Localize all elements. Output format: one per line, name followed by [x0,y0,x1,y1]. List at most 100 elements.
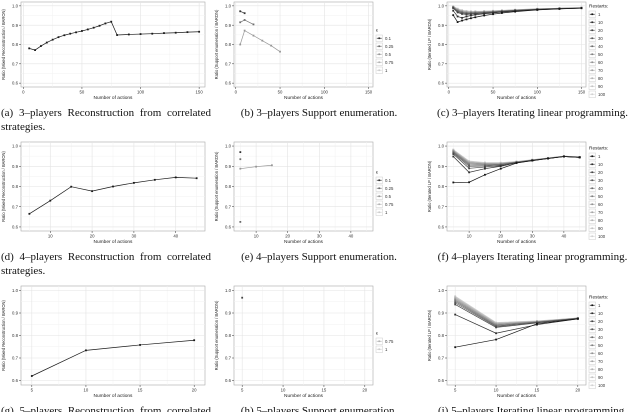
svg-text:Number of actions: Number of actions [284,393,324,399]
svg-text:Number of actions: Number of actions [284,239,324,245]
svg-text:15: 15 [138,388,143,393]
svg-text:Restarts:: Restarts: [589,295,608,301]
svg-text:Number of actions: Number of actions [497,95,537,101]
svg-text:0.8: 0.8 [225,333,232,338]
svg-text:0.7: 0.7 [225,356,232,361]
svg-text:0.7: 0.7 [438,61,445,66]
svg-text:0.6: 0.6 [225,81,232,86]
svg-text:15: 15 [535,388,540,393]
svg-text:10: 10 [281,388,286,393]
svg-text:90: 90 [598,84,603,89]
svg-text:0.6: 0.6 [12,378,19,383]
svg-text:Ratio (Support enumeration / B: Ratio (Support enumeration / BARON) [214,300,219,370]
svg-text:1.0: 1.0 [225,3,232,8]
svg-text:0.6: 0.6 [438,225,445,230]
svg-text:0: 0 [22,90,25,95]
svg-text:40: 40 [561,234,566,239]
svg-text:150: 150 [196,90,204,95]
svg-text:0.25: 0.25 [385,186,394,191]
svg-text:Ratio (Support enumeration / B: Ratio (Support enumeration / BARON) [214,151,219,221]
svg-text:Ratio (Iterated LP / BARON): Ratio (Iterated LP / BARON) [427,18,432,70]
chart-3p-reconstruction: 0 50 100 150 0.6 0.7 0.8 0.9 1.0 Number of action… [1,1,206,101]
svg-text:30: 30 [598,36,603,41]
svg-text:0.6: 0.6 [12,225,19,230]
svg-text:Number of actions: Number of actions [94,95,134,101]
svg-text:Ratio (Iterated LP / BARON): Ratio (Iterated LP / BARON) [427,309,432,361]
svg-text:40: 40 [598,186,603,191]
svg-text:70: 70 [598,359,603,364]
svg-text:1.0: 1.0 [12,3,19,8]
svg-text:20: 20 [598,28,603,33]
svg-text:0.9: 0.9 [12,164,19,169]
svg-text:0.8: 0.8 [438,42,445,47]
svg-text:ε: ε [376,171,379,176]
svg-text:50: 50 [598,343,603,348]
svg-text:0.9: 0.9 [12,311,19,316]
svg-text:0.8: 0.8 [438,333,445,338]
caption-h: (h) 5–players Support enumeration. [240,405,398,412]
svg-text:80: 80 [598,367,603,372]
svg-text:1.0: 1.0 [438,288,445,293]
svg-text:10: 10 [84,388,89,393]
chart-4p-iterated-lp: 10 20 30 40 0.6 0.7 0.8 0.9 1.0 Number of actions… [427,141,608,245]
svg-text:0.75: 0.75 [385,202,394,207]
svg-text:0: 0 [235,90,238,95]
svg-text:0.6: 0.6 [12,81,19,86]
svg-text:70: 70 [598,210,603,215]
chart-5p-support-enumeration: 5 10 15 20 0.6 0.7 0.8 0.9 1.0 Number of actions R… [214,285,394,399]
svg-text:0.75: 0.75 [385,339,394,344]
svg-text:40: 40 [598,335,603,340]
subfigure-c: 0 50 100 150 0.6 0.7 0.8 0.9 1.0 Number of action… [426,0,640,140]
svg-text:10: 10 [598,20,603,25]
svg-text:Number of actions: Number of actions [497,393,537,399]
svg-text:50: 50 [278,90,283,95]
svg-text:10: 10 [598,311,603,316]
svg-text:0.6: 0.6 [225,378,232,383]
svg-text:100: 100 [598,234,606,239]
caption-d: (d) 4–players Reconstruction from correl… [1,251,211,278]
svg-text:20: 20 [598,319,603,324]
svg-text:1: 1 [385,210,388,215]
svg-text:Ratio (Mixed Reconstruction /: Ratio (Mixed Reconstruction / BARON) [1,299,6,370]
svg-text:20: 20 [575,388,580,393]
svg-text:10: 10 [598,162,603,167]
svg-text:0.7: 0.7 [225,204,232,209]
svg-text:40: 40 [598,44,603,49]
svg-text:0.8: 0.8 [225,42,232,47]
svg-text:1.0: 1.0 [225,288,232,293]
svg-text:100: 100 [137,90,145,95]
subfigure-f: 10 20 30 40 0.6 0.7 0.8 0.9 1.0 Number of actions… [426,140,640,284]
svg-text:20: 20 [192,388,197,393]
caption-f: (f) 4–players Iterating linear programmi… [437,251,628,263]
subfigure-g: 5 10 15 20 0.6 0.7 0.8 0.9 1.0 Number of actions R… [0,284,213,412]
svg-text:5: 5 [31,388,34,393]
svg-text:0.8: 0.8 [438,184,445,189]
svg-text:60: 60 [598,202,603,207]
svg-text:0.7: 0.7 [12,61,19,66]
svg-text:1.0: 1.0 [12,288,19,293]
svg-text:30: 30 [317,234,322,239]
svg-text:0.7: 0.7 [438,356,445,361]
svg-text:0.25: 0.25 [385,44,394,49]
svg-text:0.9: 0.9 [12,23,19,28]
chart-3p-support-enumeration: 0 50 100 150 0.6 0.7 0.8 0.9 1.0 Number of action… [214,1,394,101]
svg-text:70: 70 [598,68,603,73]
chart-5p-reconstruction: 5 10 15 20 0.6 0.7 0.8 0.9 1.0 Number of actions R… [1,285,206,399]
svg-text:1: 1 [385,347,388,352]
svg-text:100: 100 [598,383,606,388]
svg-text:40: 40 [348,234,353,239]
svg-text:1.0: 1.0 [438,144,445,149]
svg-text:0.9: 0.9 [438,23,445,28]
svg-text:30: 30 [530,234,535,239]
chart-4p-reconstruction: 10 20 30 40 0.6 0.7 0.8 0.9 1.0 Number of actions… [1,141,206,245]
svg-text:Number of actions: Number of actions [497,239,537,245]
svg-text:0.9: 0.9 [225,23,232,28]
svg-text:50: 50 [598,52,603,57]
svg-text:5: 5 [241,388,244,393]
svg-text:Number of actions: Number of actions [284,95,324,101]
svg-text:Restarts:: Restarts: [589,4,608,10]
svg-text:40: 40 [173,234,178,239]
svg-text:ε: ε [376,332,379,337]
